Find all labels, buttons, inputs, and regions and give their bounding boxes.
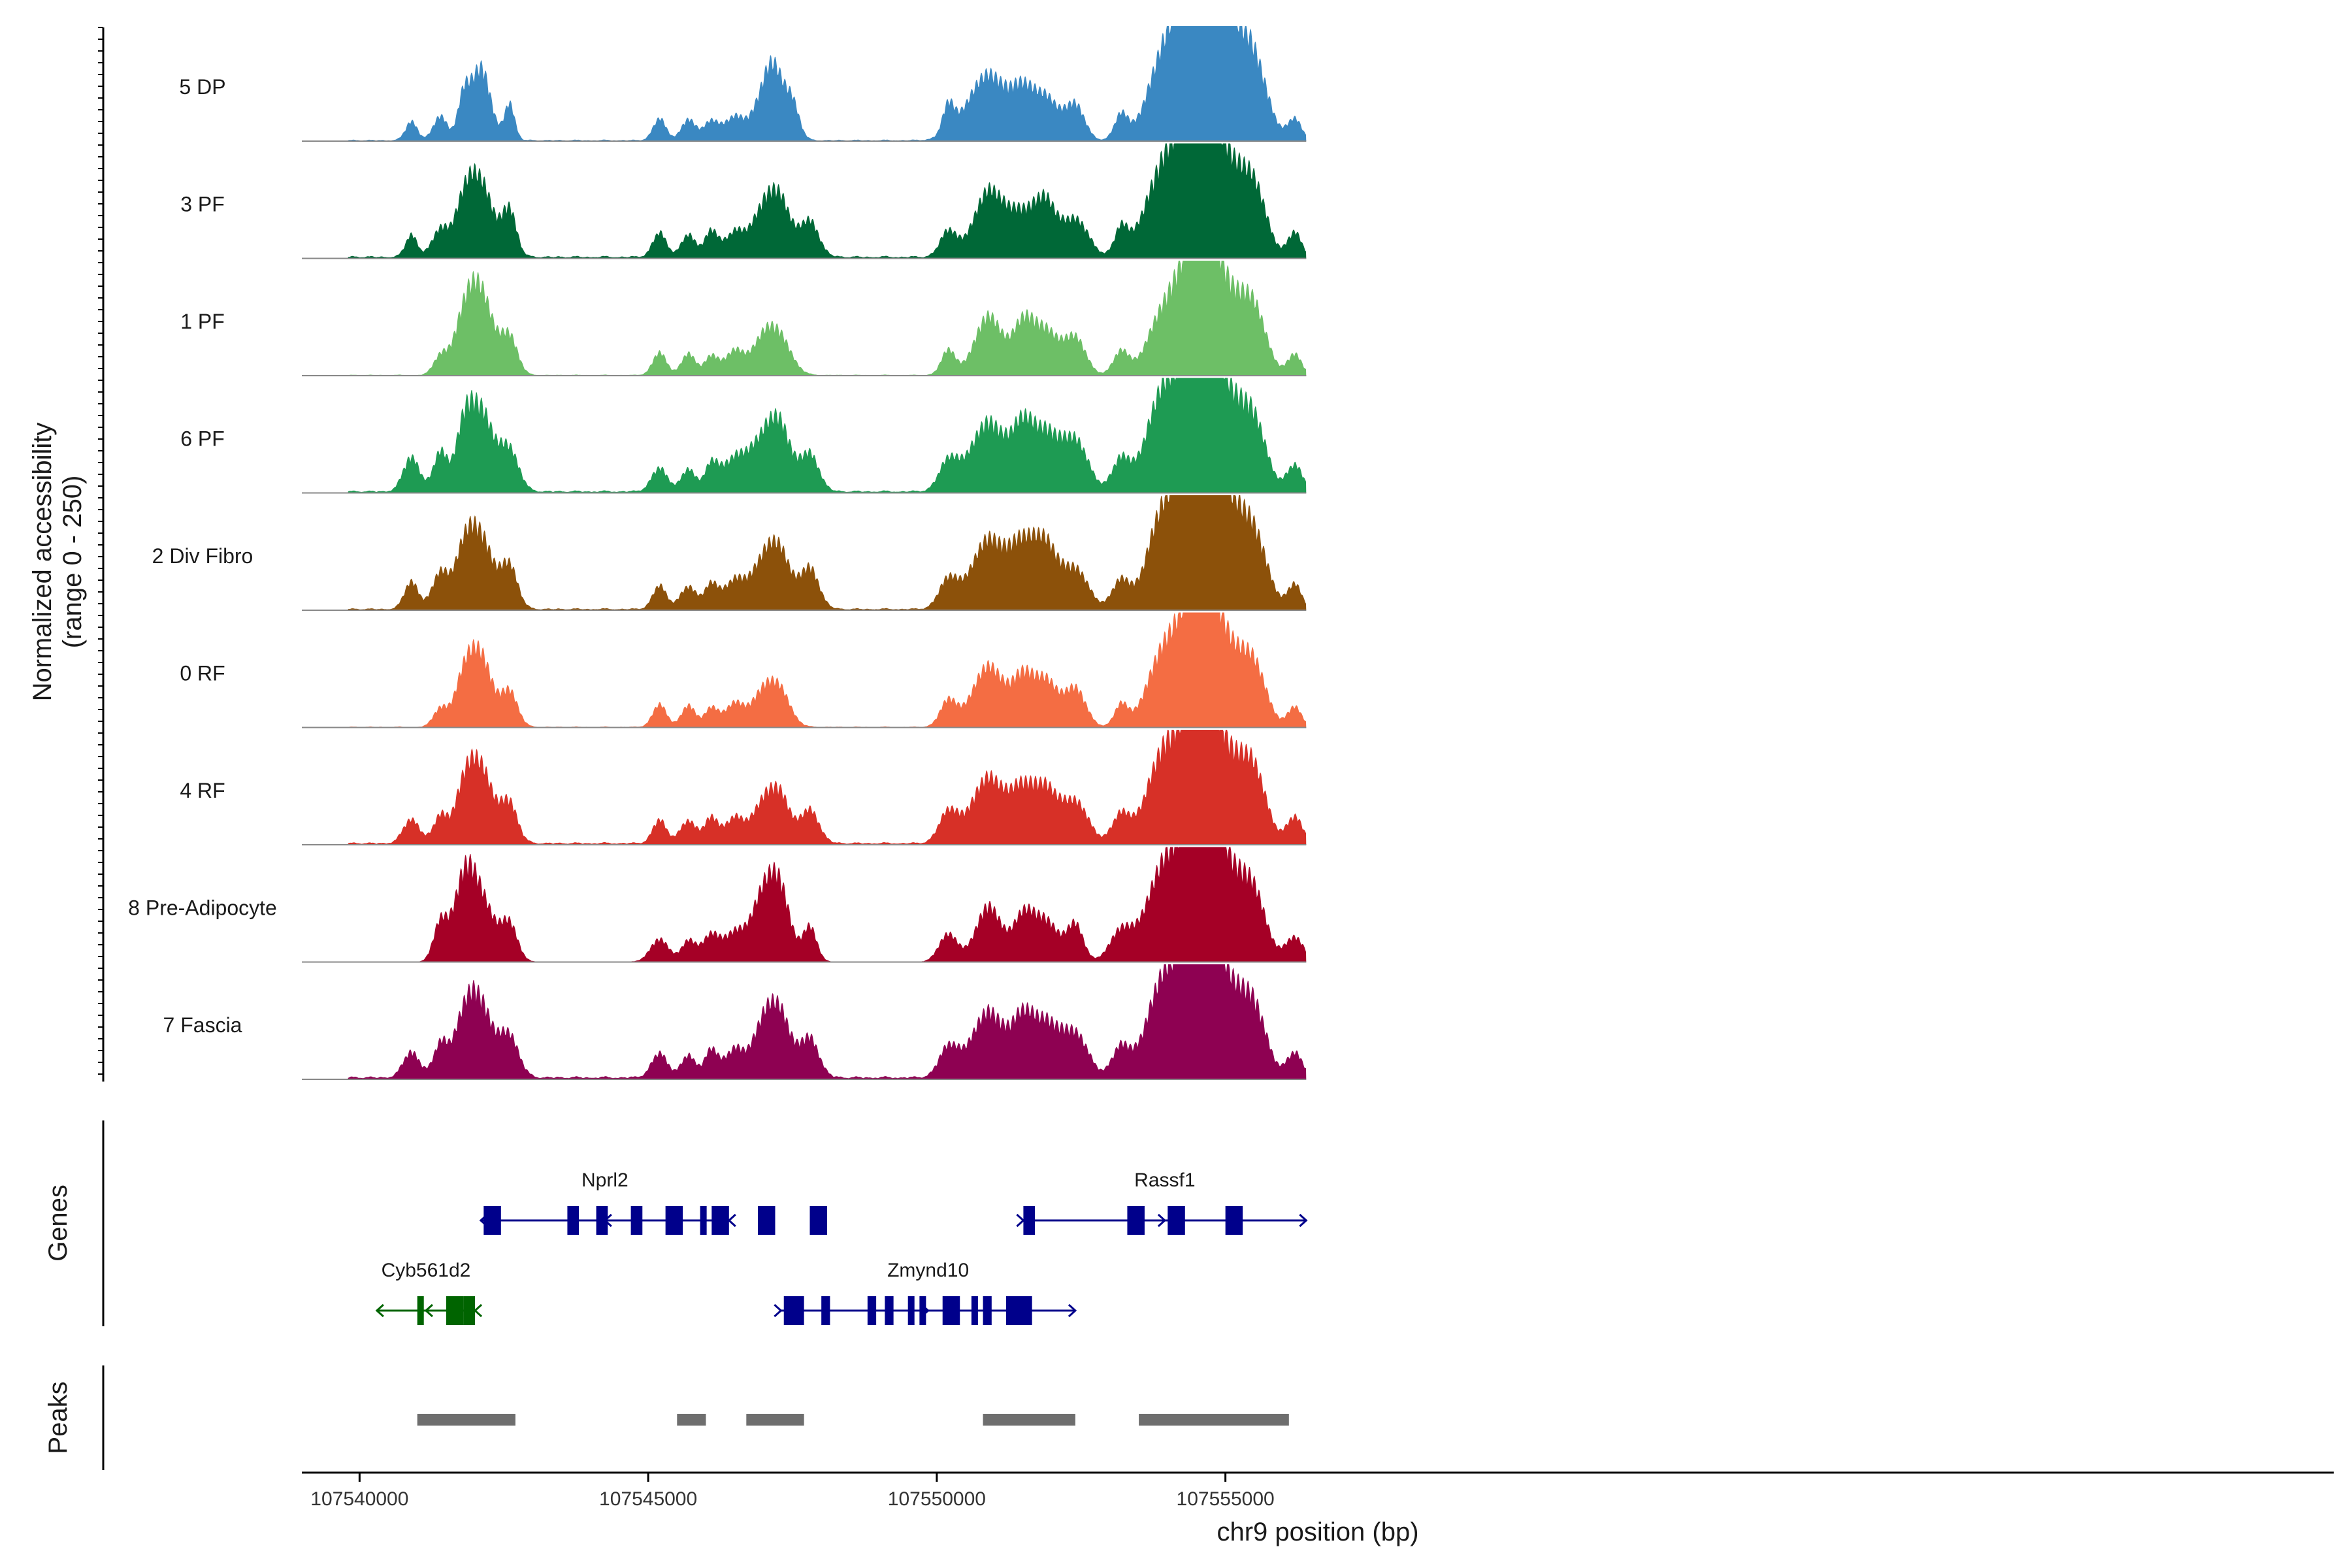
peak-bar xyxy=(983,1414,1075,1426)
strand-arrow xyxy=(1016,1213,1025,1228)
exon-block xyxy=(983,1296,992,1325)
coverage-area xyxy=(348,378,1307,493)
coverage-area xyxy=(348,261,1307,376)
exon-block xyxy=(483,1206,501,1235)
coverage-tracks: 5 DP 3 PF 1 PF 6 PF 2 Div Fibro 0 RF 4 RF 8 Pre… xyxy=(128,26,1307,1080)
coverage-area xyxy=(348,730,1307,845)
exon-block xyxy=(821,1296,830,1325)
peak-bar xyxy=(417,1414,515,1426)
track-label: 7 Fascia xyxy=(163,1013,242,1037)
exon-block xyxy=(630,1206,643,1235)
coverage-area xyxy=(348,495,1307,610)
track-label: 2 Div Fibro xyxy=(152,544,253,568)
gene-cyb561d2: Cyb561d2 xyxy=(375,1260,483,1325)
y-axis-title-main: Normalized accessibility xyxy=(28,423,57,702)
gene-zmynd10: Zmynd10 xyxy=(774,1260,1077,1325)
strand-arrow xyxy=(424,1303,433,1318)
exon-block xyxy=(700,1206,707,1235)
y-axis xyxy=(98,27,105,1082)
peak-regions xyxy=(417,1414,1289,1426)
exon-block xyxy=(711,1206,729,1235)
track-8-pre-adipocyte: 8 Pre-Adipocyte xyxy=(128,847,1307,963)
exon-block xyxy=(867,1296,877,1325)
x-tick-label: 107540000 xyxy=(310,1488,408,1510)
coverage-area xyxy=(348,612,1307,728)
exon-block xyxy=(971,1296,978,1325)
peaks-panel: Peaks xyxy=(44,1365,1289,1470)
x-tick-label: 107550000 xyxy=(888,1488,986,1510)
genes-panel-label: Genes xyxy=(44,1184,73,1262)
track-label: 5 DP xyxy=(179,75,225,99)
peak-bar xyxy=(1139,1414,1289,1426)
x-tick-label: 107555000 xyxy=(1177,1488,1275,1510)
exon-block xyxy=(885,1296,894,1325)
gene-label: Nprl2 xyxy=(581,1169,629,1191)
coverage-area xyxy=(348,26,1307,141)
exon-block xyxy=(809,1206,828,1235)
strand-arrow xyxy=(1157,1213,1167,1228)
track-4-rf: 4 RF xyxy=(180,730,1307,845)
peak-bar xyxy=(677,1414,706,1426)
exon-block xyxy=(1023,1206,1036,1235)
exon-block xyxy=(463,1296,476,1325)
coverage-area xyxy=(348,847,1307,962)
exon-block xyxy=(1225,1206,1243,1235)
strand-arrow xyxy=(375,1303,384,1318)
gene-models: Nprl2 Rassf1 Cyb561d2 Zmynd10 xyxy=(375,1169,1308,1325)
exon-block xyxy=(596,1206,608,1235)
exon-block xyxy=(942,1296,960,1325)
x-axis: 107540000 107545000 107550000 107555000 xyxy=(302,1471,2334,1510)
exon-block xyxy=(1005,1296,1032,1325)
genes-panel: Genes Nprl2 Rassf1 Cyb561d2 Zmynd10 xyxy=(44,1120,1308,1326)
track-6-pf: 6 PF xyxy=(180,378,1307,494)
exon-block xyxy=(783,1296,804,1325)
track-label: 4 RF xyxy=(180,779,225,802)
strand-arrow xyxy=(473,1303,483,1318)
coverage-area xyxy=(348,143,1307,259)
track-3-pf: 3 PF xyxy=(180,143,1307,259)
exon-block xyxy=(665,1206,683,1235)
track-label: 6 PF xyxy=(180,427,225,451)
exon-block xyxy=(567,1206,580,1235)
strand-arrow xyxy=(727,1213,736,1228)
gene-rassf1: Rassf1 xyxy=(1016,1169,1308,1235)
track-7-fascia: 7 Fascia xyxy=(163,964,1307,1080)
y-axis-title: Normalized accessibility (range 0 - 250) xyxy=(28,423,87,702)
gene-label: Cyb561d2 xyxy=(382,1260,471,1281)
peak-bar xyxy=(746,1414,804,1426)
exon-block xyxy=(919,1296,926,1325)
x-tick-label: 107545000 xyxy=(599,1488,697,1510)
track-label: 0 RF xyxy=(180,662,225,685)
exon-block xyxy=(907,1296,915,1325)
exon-block xyxy=(417,1296,424,1325)
track-label: 3 PF xyxy=(180,193,225,216)
track-label: 1 PF xyxy=(180,310,225,333)
gene-label: Rassf1 xyxy=(1134,1169,1195,1191)
strand-arrow xyxy=(774,1303,783,1318)
exon-block xyxy=(446,1296,464,1325)
coverage-area xyxy=(348,964,1307,1079)
track-5-dp: 5 DP xyxy=(179,26,1307,142)
track-0-rf: 0 RF xyxy=(180,612,1307,728)
gene-label: Zmynd10 xyxy=(887,1260,969,1281)
y-axis-title-range: (range 0 - 250) xyxy=(58,476,87,649)
track-label: 8 Pre-Adipocyte xyxy=(128,896,277,920)
strand-arrow xyxy=(1299,1213,1308,1228)
strand-arrow xyxy=(1068,1303,1077,1318)
x-axis-title: chr9 position (bp) xyxy=(1217,1518,1418,1546)
exon-block xyxy=(1168,1206,1185,1235)
peaks-panel-label: Peaks xyxy=(44,1381,73,1454)
exon-block xyxy=(757,1206,776,1235)
gene-nprl2: Nprl2 xyxy=(479,1169,828,1235)
track-1-pf: 1 PF xyxy=(180,261,1307,376)
exon-block xyxy=(1127,1206,1145,1235)
track-2-div-fibro: 2 Div Fibro xyxy=(152,495,1307,611)
